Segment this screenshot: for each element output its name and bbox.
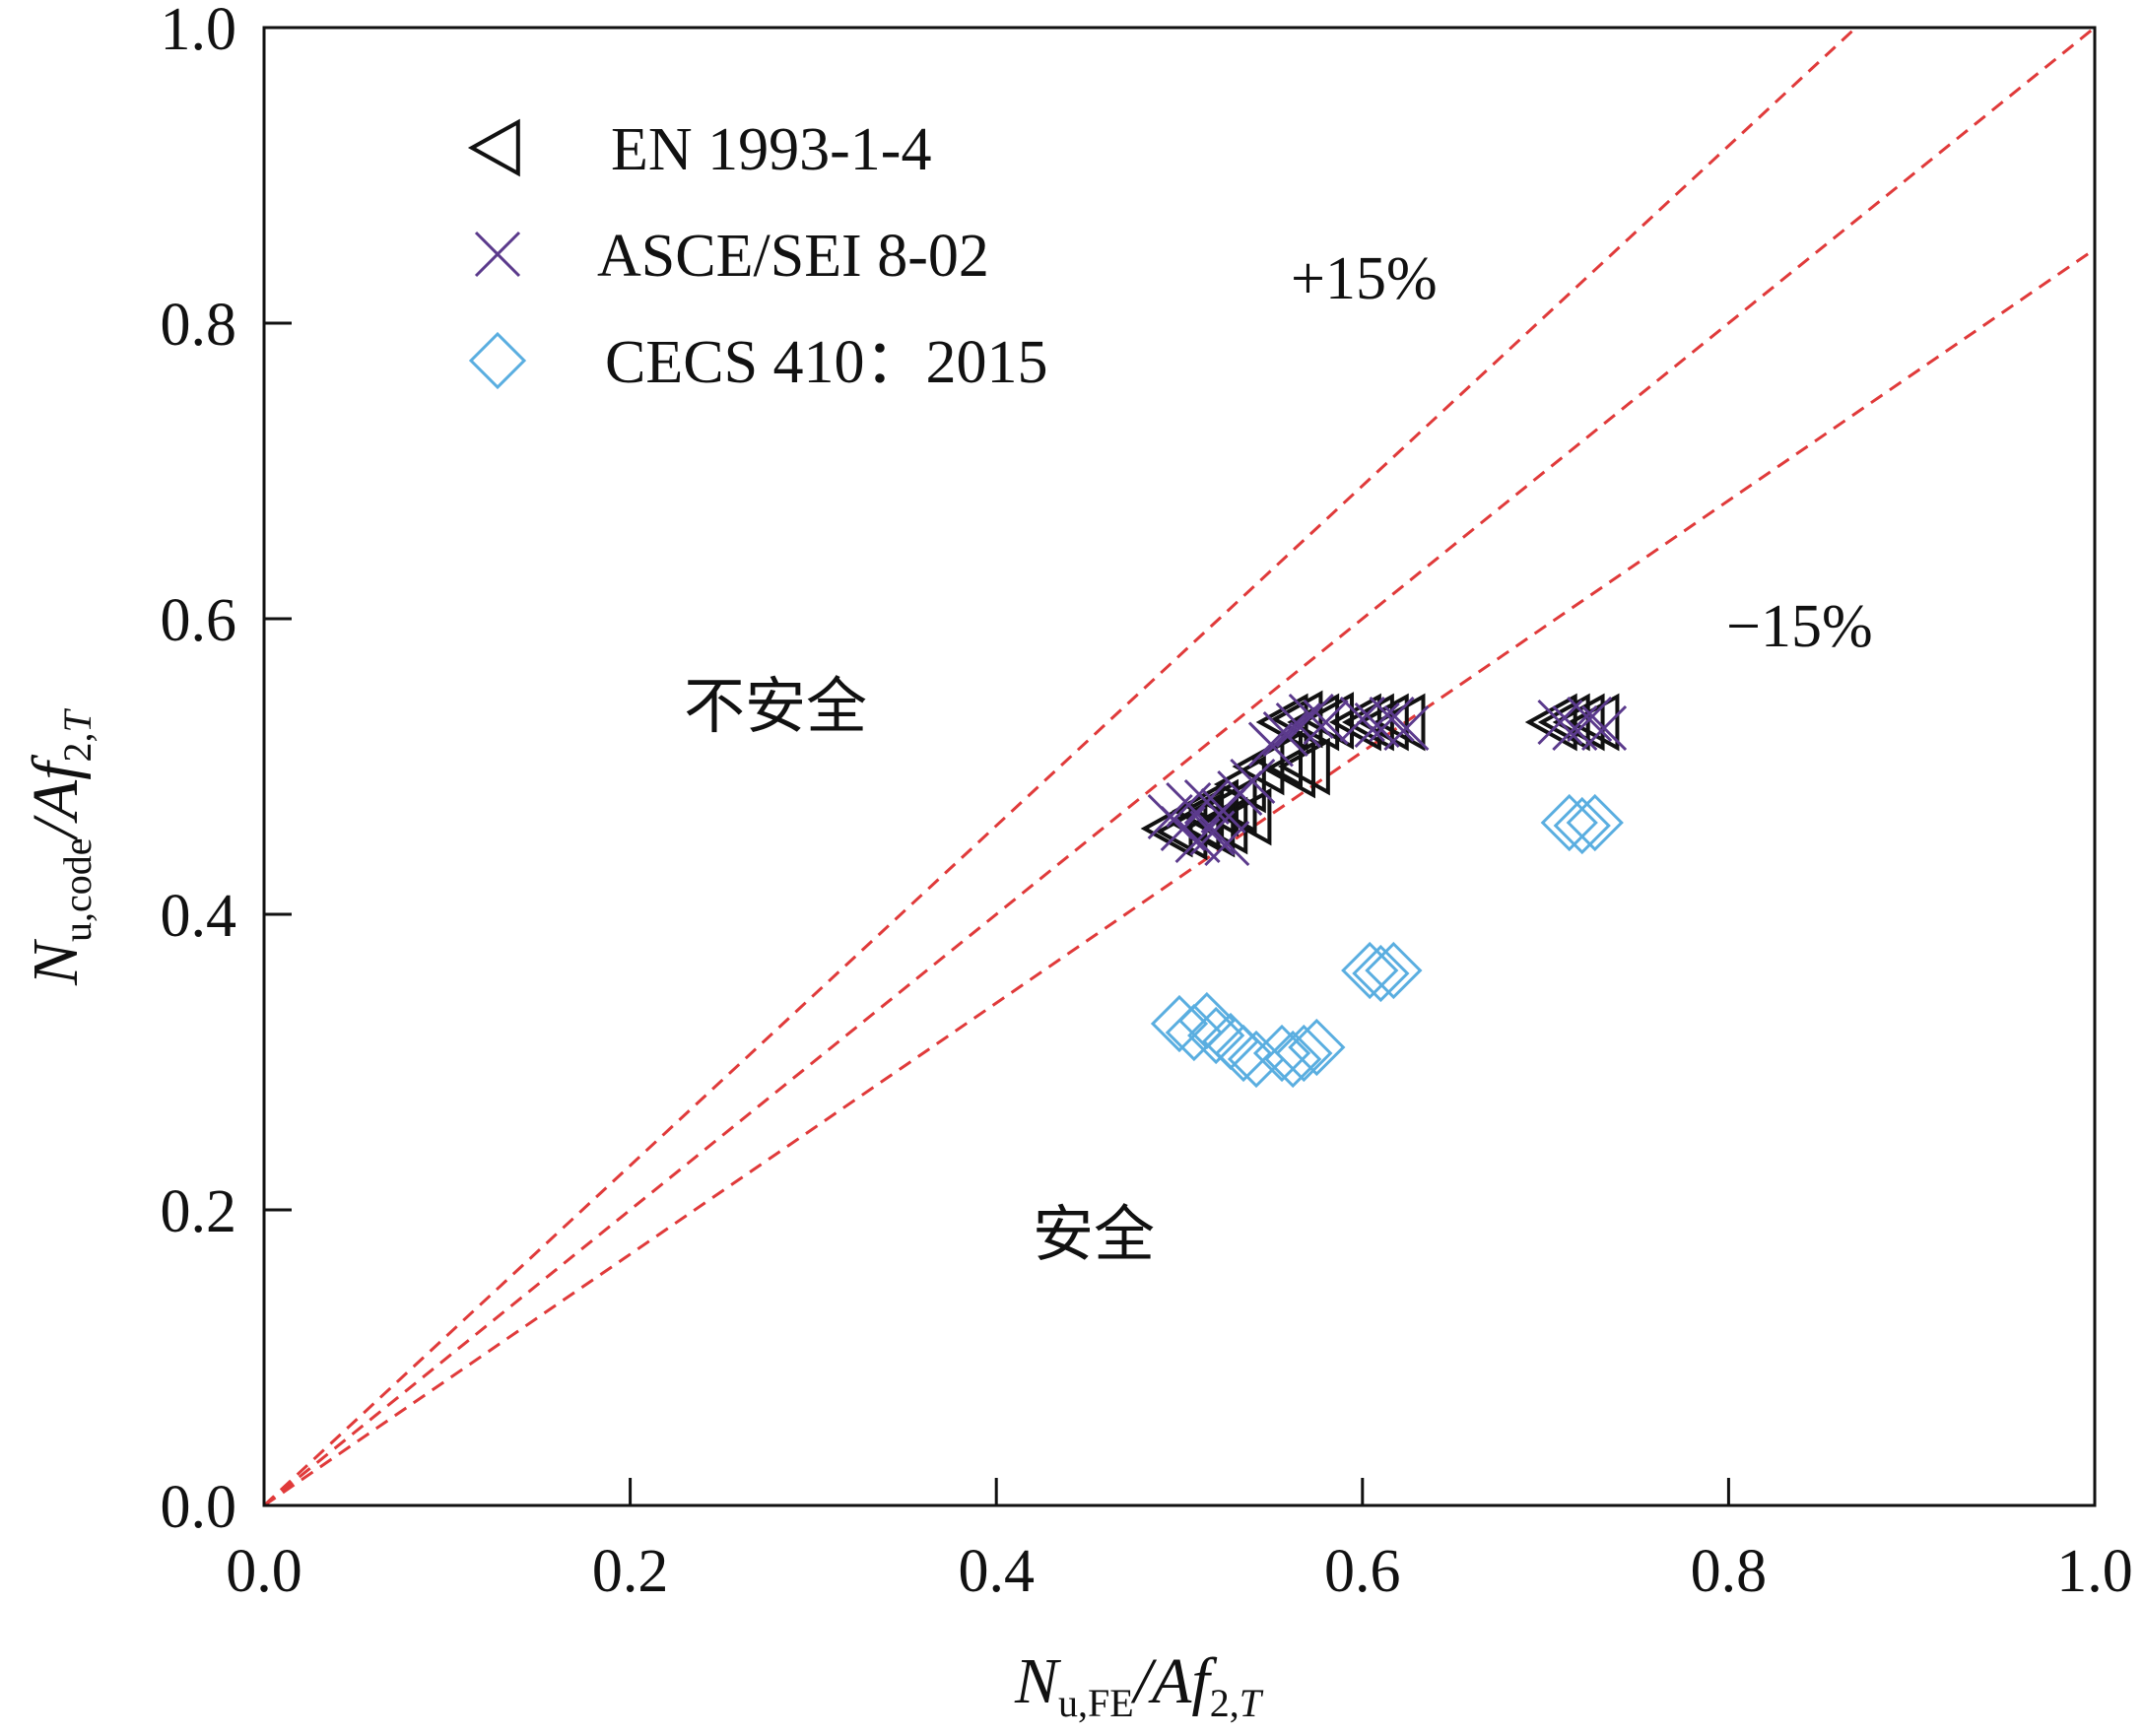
data-point	[1365, 941, 1423, 1000]
series-1	[1147, 693, 1628, 867]
data-point	[1354, 701, 1400, 749]
series-2	[1150, 793, 1624, 1089]
data-point	[1553, 796, 1611, 855]
data-point	[1183, 778, 1230, 826]
data-point	[1262, 710, 1308, 758]
legend-marker-1	[474, 231, 521, 278]
data-point	[1341, 941, 1399, 1000]
data-point	[1189, 810, 1236, 856]
data-point	[1174, 817, 1221, 864]
data-point	[1275, 1024, 1333, 1083]
reference-lines	[264, 28, 2095, 1505]
data-point	[1303, 699, 1349, 746]
data-point	[1288, 693, 1334, 740]
x-tick-label: 1.0	[2056, 1538, 2133, 1605]
y-tick-label: 0.0	[161, 1474, 237, 1541]
data-point	[1263, 740, 1315, 799]
legend-label-2: CECS 410：2015	[605, 329, 1048, 396]
data-point	[1252, 1024, 1311, 1083]
plot-frame	[262, 26, 2097, 1507]
y-axis-ticks: 0.0 0.2 0.4 0.6 0.8 1.0	[161, 0, 292, 1541]
legend-label-0: EN 1993‑1‑4	[611, 116, 931, 183]
data-point	[1150, 994, 1209, 1053]
y-tick-label: 0.8	[161, 292, 237, 359]
y-axis-title: Nu,code/Af2,T	[20, 707, 100, 986]
y-tick-label: 1.0	[161, 0, 237, 63]
data-point	[1540, 793, 1598, 852]
data-point	[1247, 721, 1294, 768]
x-tick-label: 0.2	[592, 1538, 669, 1605]
x-axis-ticks: 0.0 0.2 0.4 0.6 0.8 1.0	[226, 1478, 2133, 1605]
data-point	[1177, 991, 1236, 1050]
data-point	[1383, 704, 1430, 752]
annotation-plus15: +15%	[1291, 245, 1438, 312]
reference-line-2	[264, 247, 2095, 1505]
data-point	[1182, 799, 1236, 858]
data-point	[1288, 1018, 1346, 1077]
data-point	[1264, 1030, 1322, 1089]
y-tick-label: 0.4	[161, 883, 237, 950]
data-point	[1165, 1003, 1223, 1062]
x-axis-title: Nu,FE/Af2,T	[1014, 1645, 1264, 1725]
x-tick-label: 0.6	[1324, 1538, 1401, 1605]
data-point	[1219, 787, 1272, 846]
data-point	[1214, 1024, 1273, 1083]
data-point	[1566, 793, 1624, 852]
annotation-minus15: −15%	[1726, 593, 1873, 660]
data-point	[1230, 758, 1276, 805]
data-point	[1580, 704, 1628, 752]
legend: EN 1993‑1‑4 ASCE/SEI 8‑02 CECS 410：2015	[467, 116, 1048, 396]
legend-label-1: ASCE/SEI 8‑02	[597, 223, 989, 290]
data-point	[1537, 699, 1583, 746]
reference-line-1	[264, 28, 2095, 1505]
y-tick-label: 0.2	[161, 1178, 237, 1245]
x-tick-label: 0.4	[958, 1538, 1035, 1605]
x-tick-label: 0.0	[226, 1538, 302, 1605]
x-tick-label: 0.8	[1691, 1538, 1768, 1605]
data-point	[1369, 696, 1415, 743]
y-tick-label: 0.6	[161, 587, 237, 654]
data-point	[1187, 1006, 1245, 1065]
annotation-safe: 安全	[1033, 1198, 1155, 1270]
legend-marker-2	[468, 331, 527, 390]
legend-marker-0	[467, 118, 520, 177]
annotation-unsafe: 不安全	[684, 670, 867, 742]
data-point	[1567, 696, 1613, 743]
data-series-layer	[1140, 690, 1628, 1089]
data-point	[1352, 944, 1410, 1003]
data-point	[1270, 690, 1323, 749]
